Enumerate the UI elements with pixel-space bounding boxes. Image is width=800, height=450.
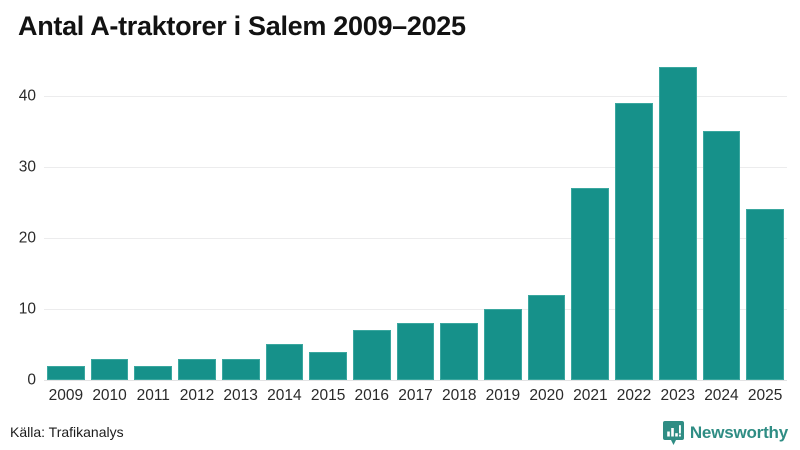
x-axis-tick-label: 2013 bbox=[223, 387, 258, 404]
bar bbox=[571, 188, 610, 380]
gridline bbox=[44, 380, 787, 381]
bar bbox=[615, 102, 653, 380]
bar bbox=[527, 294, 566, 380]
bar bbox=[47, 365, 85, 380]
bar bbox=[352, 330, 391, 380]
bar bbox=[134, 365, 173, 380]
x-axis-tick-label: 2014 bbox=[267, 387, 302, 404]
x-axis: 2009 2010 2011 2012 2013 2014 2015 2016 2017 2018… bbox=[44, 386, 787, 408]
bar-series bbox=[44, 60, 787, 380]
x-axis-tick-label: 2010 bbox=[92, 387, 127, 404]
bar bbox=[396, 323, 435, 380]
x-axis-tick-label: 2023 bbox=[660, 387, 695, 404]
y-axis-tick-label: 40 bbox=[18, 86, 36, 104]
y-axis-tick-label: 30 bbox=[18, 157, 36, 175]
y-axis-tick-label: 20 bbox=[18, 229, 36, 247]
bar bbox=[702, 131, 741, 380]
gridline bbox=[44, 237, 787, 239]
x-axis-tick-label: 2016 bbox=[354, 387, 390, 404]
x-axis-tick-label: 2021 bbox=[573, 387, 608, 404]
x-axis-tick-label: 2017 bbox=[398, 387, 433, 404]
bar bbox=[746, 209, 784, 380]
gridline bbox=[44, 95, 787, 97]
bar bbox=[178, 358, 216, 380]
newsworthy-logo: Newsworthy bbox=[662, 420, 788, 446]
logo-text: Newsworthy bbox=[689, 423, 788, 442]
x-axis-tick-label: 2009 bbox=[48, 387, 84, 404]
x-axis-tick-label: 2020 bbox=[529, 387, 564, 404]
chart-footer: Källa: Trafikanalys Newsworthy bbox=[0, 420, 800, 450]
x-axis-tick-label: 2011 bbox=[136, 387, 170, 404]
bar bbox=[309, 351, 347, 380]
x-axis-tick-label: 2012 bbox=[179, 387, 215, 404]
bar bbox=[221, 358, 260, 380]
y-axis: 0 10 20 30 40 bbox=[0, 60, 36, 387]
x-axis-tick-label: 2024 bbox=[704, 387, 739, 404]
bar bbox=[658, 67, 697, 380]
x-axis-tick-label: 2015 bbox=[310, 387, 346, 404]
bar bbox=[90, 358, 129, 380]
plot-area bbox=[44, 60, 787, 381]
bar-chart-marker-icon bbox=[662, 421, 684, 445]
gridline bbox=[44, 308, 787, 310]
x-axis-tick-label: 2019 bbox=[485, 387, 521, 404]
bar bbox=[440, 323, 479, 380]
x-axis-tick-label: 2022 bbox=[616, 387, 652, 404]
y-axis-tick-label: 10 bbox=[18, 300, 36, 318]
x-axis-tick-label: 2018 bbox=[441, 387, 477, 404]
bar bbox=[484, 308, 522, 380]
gridline bbox=[44, 166, 787, 168]
bar bbox=[265, 344, 304, 380]
source-note: Källa: Trafikanalys bbox=[10, 424, 124, 440]
y-axis-tick-label: 0 bbox=[27, 371, 36, 389]
chart-title: Antal A-traktorer i Salem 2009–2025 bbox=[18, 11, 466, 41]
x-axis-tick-label: 2025 bbox=[747, 387, 783, 404]
